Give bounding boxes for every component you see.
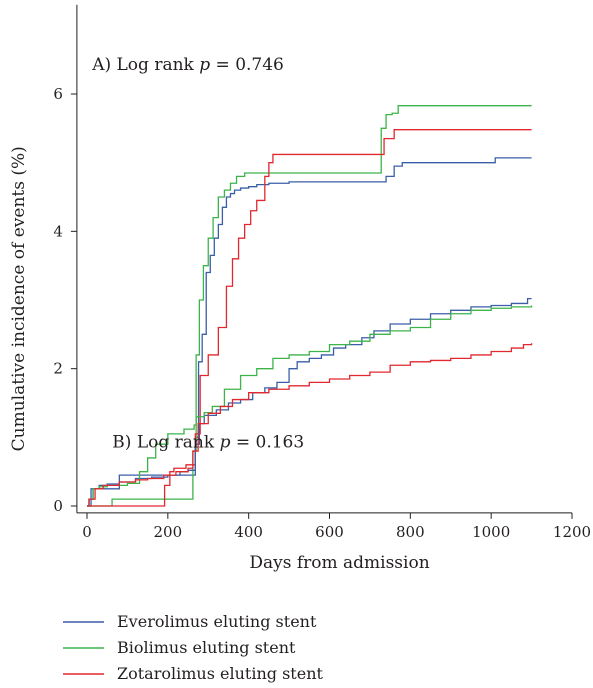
y-axis-title: Cumulative incidence of events (%) xyxy=(9,146,29,451)
annotation-prefix: B) Log rank xyxy=(112,433,219,453)
annotation-value: = 0.163 xyxy=(230,433,304,453)
y-tick-label: 4 xyxy=(53,222,63,240)
series-line-zotarolimus-panel-a xyxy=(87,129,532,507)
annotation-p-symbol: p xyxy=(199,55,210,75)
series-line-biolimus-panel-b xyxy=(87,305,533,507)
x-tick-label: 200 xyxy=(154,523,183,541)
x-axis-title: Days from admission xyxy=(249,553,429,573)
series-line-everolimus-panel-a xyxy=(87,157,532,507)
x-tick-label: 1000 xyxy=(472,523,510,541)
legend-label-zotarolimus: Zotarolimus eluting stent xyxy=(117,664,323,683)
legend-label-biolimus: Biolimus eluting stent xyxy=(117,638,296,657)
x-tick-label: 600 xyxy=(315,523,344,541)
x-tick-label: 1200 xyxy=(553,523,591,541)
y-tick-label: 6 xyxy=(53,85,63,103)
series-lines xyxy=(87,105,533,507)
log-rank-annotation: B) Log rank p = 0.163 xyxy=(112,433,304,453)
annotation-p-symbol: p xyxy=(220,433,231,453)
axis-ticks: 0 200 400 600 800 1000 1200 0 2 4 6 xyxy=(53,85,591,541)
x-tick-label: 800 xyxy=(396,523,425,541)
annotation-prefix: A) Log rank xyxy=(91,55,199,75)
series-line-zotarolimus-panel-b xyxy=(87,343,533,507)
x-tick-label: 0 xyxy=(82,523,92,541)
y-tick-label: 0 xyxy=(53,497,63,515)
x-tick-label: 400 xyxy=(234,523,263,541)
legend: Everolimus eluting stent Biolimus eluting… xyxy=(63,612,323,683)
y-tick-label: 2 xyxy=(53,360,63,378)
axes xyxy=(76,4,572,514)
annotation-value: = 0.746 xyxy=(210,55,284,75)
legend-label-everolimus: Everolimus eluting stent xyxy=(117,612,317,631)
log-rank-annotation: A) Log rank p = 0.746 xyxy=(91,55,284,75)
series-line-everolimus-panel-b xyxy=(87,297,532,507)
annotations: A) Log rank p = 0.746 B) Log rank p = 0.1… xyxy=(91,55,304,453)
